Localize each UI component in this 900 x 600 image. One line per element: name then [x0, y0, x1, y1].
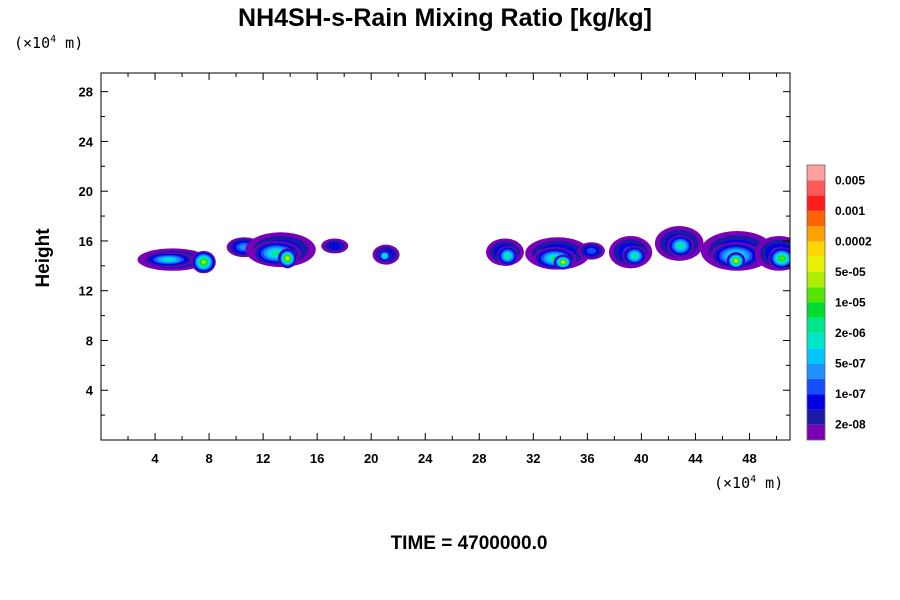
- colorbar-swatch: [807, 256, 825, 272]
- colorbar: 2e-08 1e-07 5e-07 2e-06 1e-05 5e-05 0.0002 0.00…: [806, 164, 872, 441]
- time-label: TIME = 4700000.0: [391, 533, 548, 554]
- y-tick-label: 4: [86, 383, 94, 398]
- x-tick-label: 48: [742, 451, 756, 466]
- colorbar-label: 1e-07: [835, 387, 866, 401]
- chart-title: NH4SH-s-Rain Mixing Ratio [kg/kg]: [238, 4, 652, 32]
- contour-cell: [768, 247, 790, 270]
- colorbar-swatch: [807, 302, 825, 318]
- contour-cell: [191, 250, 216, 274]
- colorbar-swatch: [807, 241, 825, 257]
- contour-cell: [622, 245, 647, 266]
- contour-cell: [667, 234, 695, 258]
- contour-band: [586, 247, 597, 254]
- y-tick-label: 24: [79, 134, 94, 149]
- colorbar-label: 5e-05: [835, 265, 866, 279]
- x-tick-label: 36: [580, 451, 594, 466]
- colorbar-swatch: [807, 287, 825, 303]
- contour-cell: [496, 245, 519, 266]
- y-tick-label: 20: [79, 184, 93, 199]
- contour-band: [328, 242, 341, 250]
- colorbar-swatch: [807, 165, 825, 181]
- colorbar-swatch: [807, 226, 825, 242]
- x-tick-label: 28: [472, 451, 486, 466]
- colorbar-swatch: [807, 348, 825, 364]
- contour-cell: [277, 248, 297, 269]
- colorbar-label: 0.0002: [835, 234, 872, 248]
- colorbar-frame: [806, 164, 826, 441]
- x-tick-label: 40: [634, 451, 648, 466]
- x-tick-label: 12: [256, 451, 270, 466]
- x-tick-label: 32: [526, 451, 540, 466]
- x-tick-label: 44: [688, 451, 703, 466]
- colorbar-swatch: [807, 363, 825, 379]
- x-axis-unit: (×104 m): [714, 474, 783, 492]
- colorbar-label: 0.001: [835, 204, 865, 218]
- x-tick-label: 20: [364, 451, 378, 466]
- colorbar-swatch: [807, 317, 825, 334]
- colorbar-label: 2e-08: [835, 418, 866, 432]
- contour-cells: [137, 226, 790, 274]
- colorbar-swatch: [807, 424, 825, 440]
- contour-cell: [142, 252, 195, 268]
- colorbar-label: 0.005: [835, 173, 865, 187]
- x-tick-label: 24: [418, 451, 433, 466]
- contour-band: [383, 254, 386, 258]
- contour-band: [561, 261, 565, 264]
- x-tick-label: 16: [310, 451, 324, 466]
- contour-cell: [726, 252, 746, 270]
- contour-band: [734, 259, 738, 262]
- contour-band: [505, 254, 510, 258]
- colorbar-swatch: [807, 195, 825, 211]
- x-tick-label: 4: [151, 451, 159, 466]
- colorbar-label: 2e-06: [835, 326, 866, 340]
- colorbar-swatch: [807, 378, 825, 395]
- plot-frame: [100, 72, 791, 441]
- contour-cell: [377, 249, 392, 263]
- contour-band: [779, 256, 784, 261]
- x-tick-label: 8: [205, 451, 212, 466]
- y-axis-unit: (×104 m): [14, 34, 83, 52]
- contour-band: [163, 258, 174, 262]
- y-tick-label: 8: [86, 333, 93, 348]
- contour-band: [632, 254, 637, 258]
- contour-cell: [321, 238, 349, 254]
- colorbar-swatch: [807, 271, 825, 288]
- contour-cell: [553, 254, 573, 270]
- y-axis-label: Height: [33, 228, 54, 288]
- colorbar-swatch: [807, 333, 825, 349]
- y-tick-label: 28: [79, 85, 93, 100]
- contour-cell: [252, 240, 301, 266]
- contour-band: [201, 260, 206, 264]
- colorbar-swatch: [807, 210, 825, 227]
- y-tick-label: 16: [79, 234, 93, 249]
- y-tick-label: 12: [79, 284, 93, 299]
- contour-band: [678, 243, 684, 249]
- contour-cell: [577, 242, 605, 260]
- colorbar-label: 5e-07: [835, 357, 866, 371]
- colorbar-swatch: [807, 180, 825, 196]
- colorbar-swatch: [807, 409, 825, 425]
- contour-band: [286, 257, 289, 260]
- colorbar-swatch: [807, 394, 825, 410]
- colorbar-label: 1e-05: [835, 296, 866, 310]
